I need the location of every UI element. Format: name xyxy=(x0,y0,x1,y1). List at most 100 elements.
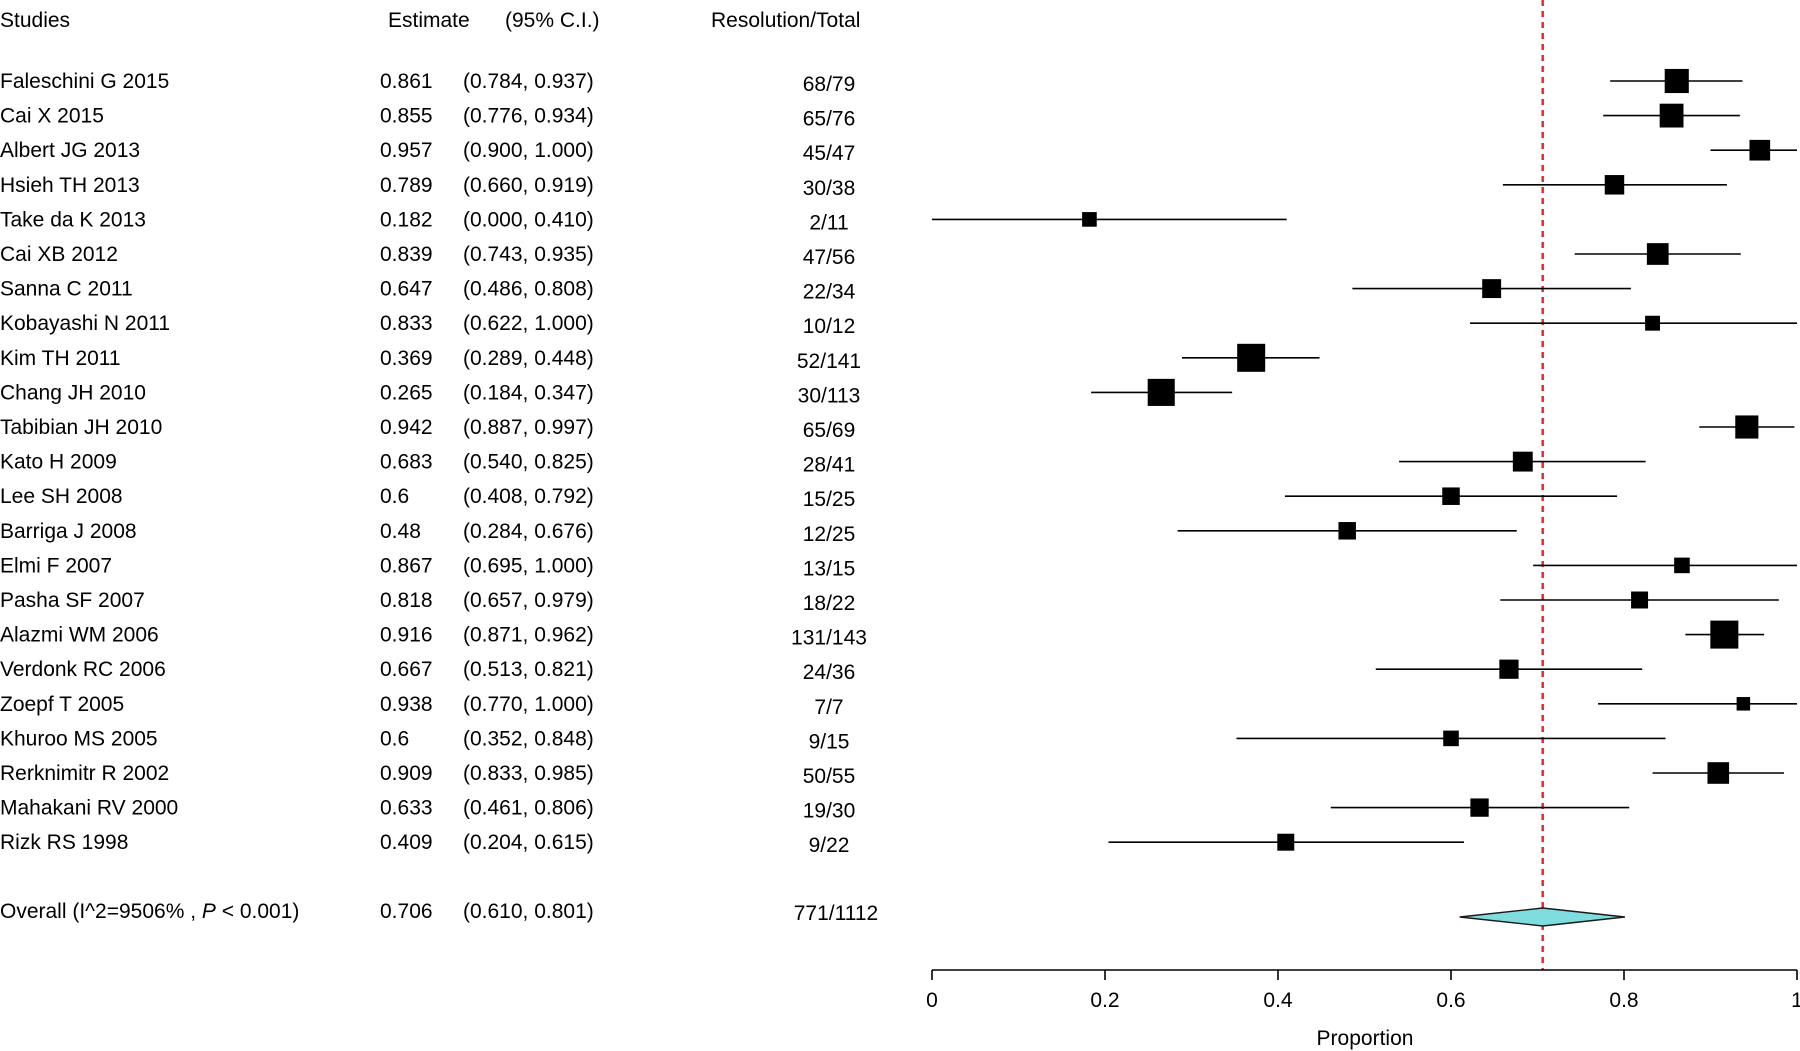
study-name: Sanna C 2011 xyxy=(0,278,133,301)
study-row: Zoepf T 2005 0.938 (0.770, 1.000) 7/7 xyxy=(0,693,1797,719)
study-name: Cai XB 2012 xyxy=(0,243,118,266)
study-ci: (0.887, 0.997) xyxy=(463,416,594,439)
point-estimate-marker xyxy=(1631,591,1649,609)
point-estimate-marker xyxy=(1645,315,1660,331)
x-tick-label: 0 xyxy=(926,989,938,1012)
study-row: Cai XB 2012 0.839 (0.743, 0.935) 47/56 xyxy=(0,243,1741,269)
study-name: Rerknimitr R 2002 xyxy=(0,762,169,785)
x-tick-label: 1 xyxy=(1791,989,1800,1012)
study-resolution-total: 68/79 xyxy=(803,73,856,96)
study-resolution-total: 2/11 xyxy=(809,211,848,234)
study-name: Alazmi WM 2006 xyxy=(0,624,159,647)
study-estimate: 0.957 xyxy=(380,139,433,162)
study-estimate: 0.909 xyxy=(380,762,433,785)
study-resolution-total: 22/34 xyxy=(803,281,856,304)
study-resolution-total: 65/69 xyxy=(803,419,856,442)
study-resolution-total: 47/56 xyxy=(803,246,856,269)
study-estimate: 0.833 xyxy=(380,312,433,335)
point-estimate-marker xyxy=(1674,557,1690,574)
study-name: Khuroo MS 2005 xyxy=(0,727,158,750)
study-ci: (0.408, 0.792) xyxy=(463,485,594,508)
study-name: Barriga J 2008 xyxy=(0,520,137,543)
study-resolution-total: 12/25 xyxy=(803,523,856,546)
study-resolution-total: 30/38 xyxy=(803,177,856,200)
point-estimate-marker xyxy=(1082,212,1097,227)
study-row: Take da K 2013 0.182 (0.000, 0.410) 2/11 xyxy=(0,208,1287,234)
study-name: Kobayashi N 2011 xyxy=(0,312,170,335)
x-tick-label: 0.4 xyxy=(1263,989,1293,1012)
study-row: Elmi F 2007 0.867 (0.695, 1.000) 13/15 xyxy=(0,554,1797,580)
study-row: Kobayashi N 2011 0.833 (0.622, 1.000) 10/12 xyxy=(0,312,1797,338)
point-estimate-marker xyxy=(1646,243,1669,265)
study-ci: (0.000, 0.410) xyxy=(463,208,594,231)
study-estimate: 0.6 xyxy=(380,485,409,508)
study-row: Khuroo MS 2005 0.6 (0.352, 0.848) 9/15 xyxy=(0,727,1666,753)
study-ci: (0.513, 0.821) xyxy=(463,658,594,681)
study-estimate: 0.369 xyxy=(380,347,433,370)
study-row: Lee SH 2008 0.6 (0.408, 0.792) 15/25 xyxy=(0,485,1618,511)
study-estimate: 0.916 xyxy=(380,624,433,647)
point-estimate-marker xyxy=(1710,620,1739,649)
study-resolution-total: 10/12 xyxy=(803,315,856,338)
point-estimate-marker xyxy=(1443,730,1459,747)
header-ci: (95% C.I.) xyxy=(505,9,600,32)
study-ci: (0.540, 0.825) xyxy=(463,451,594,474)
study-resolution-total: 52/141 xyxy=(797,350,861,373)
study-row: Pasha SF 2007 0.818 (0.657, 0.979) 18/22 xyxy=(0,589,1779,615)
study-row: Faleschini G 2015 0.861 (0.784, 0.937) 68/7… xyxy=(0,68,1743,96)
point-estimate-marker xyxy=(1659,103,1684,128)
point-estimate-marker xyxy=(1749,139,1771,161)
study-name: Tabibian JH 2010 xyxy=(0,416,162,439)
study-estimate: 0.409 xyxy=(380,831,433,854)
study-name: Kato H 2009 xyxy=(0,451,117,474)
study-ci: (0.660, 0.919) xyxy=(463,174,594,197)
study-row: Hsieh TH 2013 0.789 (0.660, 0.919) 30/38 xyxy=(0,174,1727,200)
overall-row: Overall (I^2=9506% , P < 0.001) 0.706 (0.6… xyxy=(0,900,1625,927)
study-ci: (0.743, 0.935) xyxy=(463,243,594,266)
study-ci: (0.657, 0.979) xyxy=(463,589,594,612)
study-ci: (0.486, 0.808) xyxy=(463,278,594,301)
study-row: Kato H 2009 0.683 (0.540, 0.825) 28/41 xyxy=(0,451,1646,477)
study-resolution-total: 24/36 xyxy=(803,661,856,684)
point-estimate-marker xyxy=(1470,798,1489,817)
study-row: Verdonk RC 2006 0.667 (0.513, 0.821) 24/36 xyxy=(0,658,1643,684)
point-estimate-marker xyxy=(1604,175,1625,195)
study-resolution-total: 19/30 xyxy=(803,800,856,823)
study-ci: (0.204, 0.615) xyxy=(463,831,594,854)
study-resolution-total: 13/15 xyxy=(803,557,856,580)
point-estimate-marker xyxy=(1338,522,1356,540)
study-name: Rizk RS 1998 xyxy=(0,831,128,854)
overall-diamond xyxy=(1459,907,1625,927)
study-name: Chang JH 2010 xyxy=(0,381,146,404)
study-row: Mahakani RV 2000 0.633 (0.461, 0.806) 19/30 xyxy=(0,797,1630,823)
study-name: Hsieh TH 2013 xyxy=(0,174,140,197)
x-tick-label: 0.2 xyxy=(1090,989,1119,1012)
overall-resolution-total: 771/1112 xyxy=(794,902,878,925)
study-row: Sanna C 2011 0.647 (0.486, 0.808) 22/34 xyxy=(0,278,1631,304)
study-resolution-total: 50/55 xyxy=(803,765,856,788)
study-row: Tabibian JH 2010 0.942 (0.887, 0.997) 65/69 xyxy=(0,415,1795,442)
study-resolution-total: 7/7 xyxy=(814,696,843,719)
study-resolution-total: 9/22 xyxy=(809,834,850,857)
study-name: Pasha SF 2007 xyxy=(0,589,145,612)
study-estimate: 0.182 xyxy=(380,208,433,231)
point-estimate-marker xyxy=(1277,833,1295,851)
study-estimate: 0.667 xyxy=(380,658,433,681)
x-axis-label: Proportion xyxy=(1317,1027,1414,1050)
study-name: Verdonk RC 2006 xyxy=(0,658,166,681)
study-name: Albert JG 2013 xyxy=(0,139,140,162)
point-estimate-marker xyxy=(1736,697,1751,711)
header-estimate: Estimate xyxy=(388,9,470,32)
study-row: Cai X 2015 0.855 (0.776, 0.934) 65/76 xyxy=(0,103,1740,131)
point-estimate-marker xyxy=(1482,279,1502,299)
point-estimate-marker xyxy=(1237,343,1266,372)
study-ci: (0.695, 1.000) xyxy=(463,554,594,577)
study-estimate: 0.265 xyxy=(380,381,433,404)
study-resolution-total: 15/25 xyxy=(803,488,856,511)
study-estimate: 0.861 xyxy=(380,70,433,93)
study-ci: (0.289, 0.448) xyxy=(463,347,594,370)
study-estimate: 0.789 xyxy=(380,174,433,197)
study-name: Elmi F 2007 xyxy=(0,554,112,577)
study-name: Lee SH 2008 xyxy=(0,485,123,508)
